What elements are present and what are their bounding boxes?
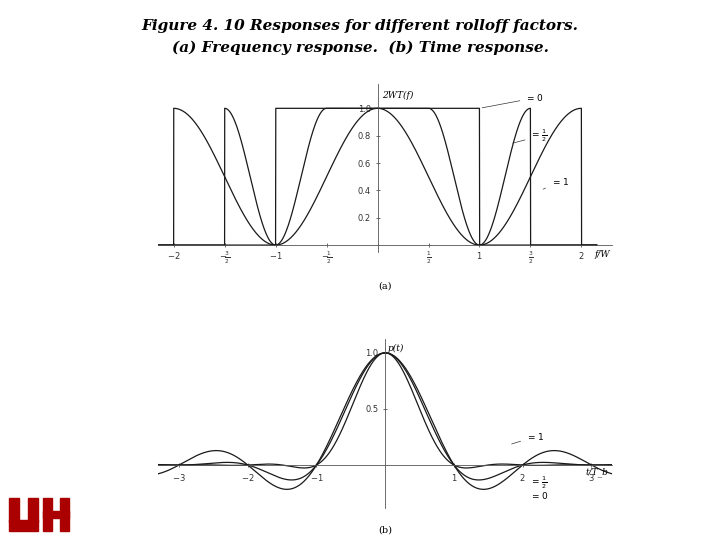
- Bar: [9, 498, 19, 523]
- Text: $= \frac{1}{2}$: $= \frac{1}{2}$: [529, 475, 546, 491]
- Text: $= 0$: $= 0$: [482, 92, 544, 108]
- Bar: [60, 498, 69, 530]
- Bar: [43, 498, 52, 530]
- Text: $= 0$: $= 0$: [529, 490, 548, 501]
- Text: t/T_b: t/T_b: [585, 467, 608, 477]
- Text: (a) Frequency response.  (b) Time response.: (a) Frequency response. (b) Time respons…: [171, 40, 549, 55]
- Text: $= \frac{1}{2}$: $= \frac{1}{2}$: [513, 128, 547, 145]
- Text: Figure 4. 10 Responses for different rolloff factors.: Figure 4. 10 Responses for different rol…: [142, 19, 578, 33]
- Text: $= 1$: $= 1$: [543, 176, 569, 189]
- Bar: [28, 498, 37, 523]
- Text: (b): (b): [378, 526, 392, 535]
- Bar: [43, 511, 69, 517]
- Text: (a): (a): [379, 282, 392, 291]
- Bar: [9, 521, 37, 530]
- Text: $= 1$: $= 1$: [512, 431, 544, 444]
- Text: p(t): p(t): [388, 344, 405, 353]
- Text: f/W: f/W: [594, 250, 610, 259]
- Text: 2WT(f): 2WT(f): [382, 91, 413, 100]
